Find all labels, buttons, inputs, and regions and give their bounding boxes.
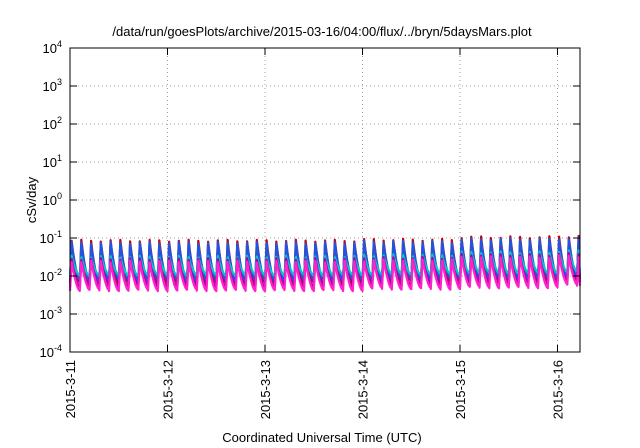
series-layer	[68, 234, 582, 293]
y-tick-label: 10-1	[40, 229, 62, 246]
x-tick-label: 2015-3-16	[551, 360, 566, 419]
x-axis-label: Coordinated Universal Time (UTC)	[222, 430, 421, 445]
y-tick-label: 10-3	[40, 305, 62, 322]
y-axis-label: cSv/day	[24, 176, 39, 223]
y-tick-label: 104	[43, 39, 62, 56]
x-tick-label: 2015-3-13	[258, 360, 273, 419]
y-tick-label: 10-2	[40, 267, 62, 284]
x-tick-label: 2015-3-15	[453, 360, 468, 419]
x-axis: 2015-3-11 2015-3-12 2015-3-13 2015-3-14 2015…	[63, 48, 566, 419]
series-line-5	[68, 254, 582, 293]
x-tick-label: 2015-3-11	[63, 360, 78, 418]
grid	[70, 48, 580, 352]
y-tick-label: 103	[43, 77, 62, 94]
y-axis: 10-4 10-3 10-2 10-1 100 101 102 103 104	[40, 39, 580, 360]
y-tick-label: 101	[43, 153, 62, 170]
y-tick-label: 10-4	[40, 343, 62, 360]
chart-title: /data/run/goesPlots/archive/2015-03-16/0…	[112, 24, 532, 39]
x-tick-label: 2015-3-14	[356, 360, 371, 419]
y-tick-label: 102	[43, 115, 62, 132]
y-tick-label: 100	[43, 191, 62, 208]
x-tick-label: 2015-3-12	[161, 360, 176, 419]
